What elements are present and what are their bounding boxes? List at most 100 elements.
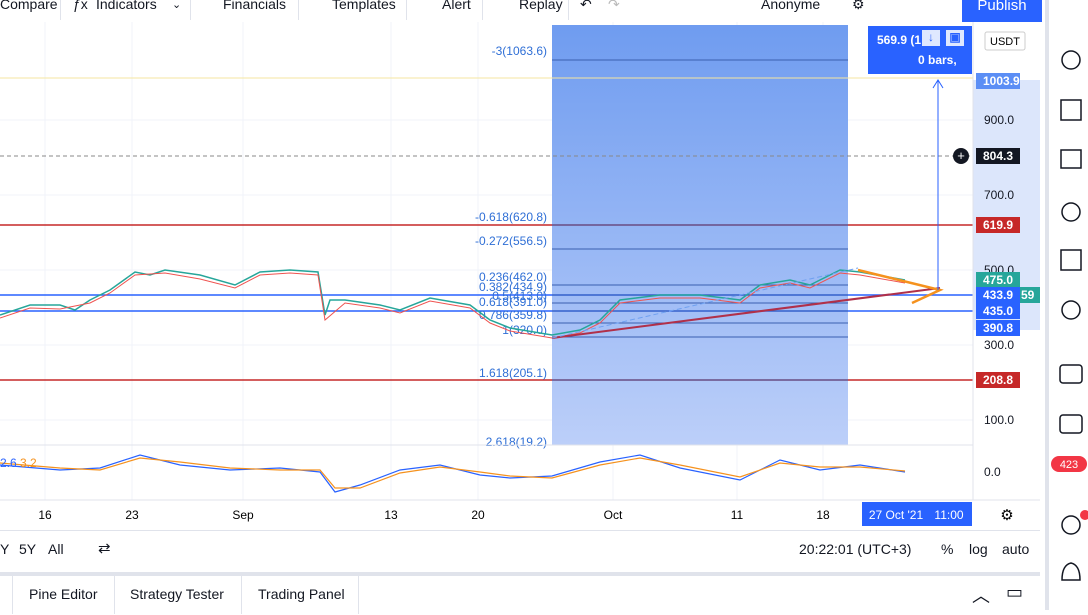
fib-label: 0.5(413.0) [492, 289, 547, 303]
price-tag [976, 217, 1020, 233]
fib-label: -0.272(556.5) [475, 234, 547, 248]
date-range-shade [552, 25, 848, 445]
badge [1051, 456, 1087, 472]
publish-button[interactable]: Publish [962, 0, 1042, 22]
calendar-icon[interactable] [1060, 249, 1082, 271]
toolbar: Compare ƒx Indicators ⌄ Financials Templ… [0, 0, 1045, 23]
time-label: 13 [384, 508, 398, 522]
redo-button[interactable]: ↷ [608, 0, 620, 12]
cursor-date: 27 Oct '21 [869, 508, 924, 522]
price-series [0, 269, 906, 336]
ideas-icon[interactable] [1061, 300, 1081, 320]
measure-text: 569.9 (1 [877, 33, 922, 47]
chat-icon[interactable] [1059, 364, 1083, 384]
replay-button[interactable]: Replay [519, 0, 563, 12]
price-label: 300.0 [984, 338, 1014, 352]
alert-button[interactable]: Alert [442, 0, 471, 12]
measure-tooltip: 569.9 (1 0 bars, ↓ ▣ [868, 26, 972, 74]
time-labels: 16 23 Sep 13 20 Oct 11 18 [38, 508, 830, 522]
fib-label: 0.236(462.0) [479, 270, 547, 284]
price-tag [976, 320, 1020, 336]
price-tag-label: 1003.9 [983, 74, 1020, 88]
live-dot [1080, 510, 1088, 520]
tab[interactable]: Strategy Tester [130, 586, 224, 602]
time-label: 23 [125, 508, 139, 522]
fib-label: 2.618(19.2) [486, 435, 547, 449]
layout-name[interactable]: Anonyme [761, 0, 821, 12]
price-tag-label: 619.9 [983, 218, 1013, 232]
financials-button[interactable]: Financials [223, 0, 287, 12]
date-range-button[interactable]: ⇄ [98, 540, 111, 557]
price-label: 0.0 [984, 465, 1001, 479]
collapse-button[interactable]: ︿ [972, 586, 990, 606]
time-label: 18 [816, 508, 830, 522]
time-cursor [862, 502, 972, 526]
watchlist-icon[interactable] [1060, 149, 1082, 169]
templates-button[interactable]: Templates [332, 0, 396, 12]
price-tag-label: 433.9 [983, 288, 1013, 302]
price-tag-label: 435.0 [983, 304, 1013, 318]
clock: 20:22:01 (UTC+3) [799, 541, 912, 557]
log-toggle[interactable]: log [969, 541, 988, 557]
separator [114, 576, 115, 614]
price-series-shadow [0, 272, 906, 339]
alarm-icon[interactable] [1061, 50, 1081, 70]
range-button[interactable]: Y [0, 541, 10, 557]
separator [358, 576, 359, 614]
price-tag-label: 59 [1021, 288, 1035, 302]
stream-icon[interactable] [1061, 515, 1081, 535]
settings-button[interactable]: ⚙ [852, 0, 865, 12]
messages-icon[interactable] [1059, 414, 1083, 434]
price-label: 700.0 [984, 188, 1014, 202]
price-tag [976, 148, 1020, 164]
price-label: 900.0 [984, 113, 1014, 127]
hotlist-icon[interactable] [1061, 202, 1081, 222]
indicators-button[interactable]: Indicators [96, 0, 157, 12]
fib-label: 0.786(359.8) [479, 308, 547, 322]
news-icon[interactable] [1060, 99, 1082, 121]
fib-label: -3(1063.6) [492, 44, 547, 58]
tab[interactable]: Trading Panel [258, 586, 345, 602]
price-tag [976, 303, 1020, 319]
price-tag [976, 287, 1020, 303]
range-button[interactable]: All [48, 541, 64, 557]
indicator-value: 3.2 [20, 456, 37, 470]
signal-line [0, 457, 906, 489]
price-tag [1020, 287, 1040, 303]
badge-count: 423 [1060, 459, 1078, 471]
separator [482, 0, 483, 20]
time-label: Sep [232, 508, 254, 522]
separator [568, 0, 569, 20]
add-alert-button[interactable] [953, 148, 969, 164]
percent-toggle[interactable]: % [941, 541, 954, 557]
range-button[interactable]: 5Y [19, 541, 37, 557]
price-tag-label: 390.8 [983, 321, 1013, 335]
price-tag [976, 73, 1020, 89]
currency-box[interactable] [984, 31, 1026, 51]
dropdown-arrow[interactable]: ⌄ [172, 0, 182, 11]
maximize-button[interactable]: ▭ [1006, 582, 1024, 602]
axis-settings[interactable]: ⚙ [1000, 507, 1013, 524]
fib-label: -0.618(620.8) [475, 210, 547, 224]
notifications-icon[interactable] [1061, 562, 1081, 581]
arrow-drawing [857, 268, 944, 305]
download-button[interactable]: ↓ [922, 30, 940, 46]
auto-toggle[interactable]: auto [1002, 541, 1030, 557]
trend-line [551, 267, 859, 339]
tab[interactable]: Pine Editor [29, 586, 98, 602]
compare-button[interactable]: Compare [0, 0, 58, 12]
price-tag [976, 272, 1020, 288]
undo-button[interactable]: ↶ [580, 0, 592, 12]
indicators-icon: ƒx [73, 0, 88, 12]
trend-line [551, 287, 941, 339]
price-tag-label: 804.3 [983, 149, 1013, 163]
fib-label: 1.618(205.1) [479, 366, 547, 380]
currency-label: USDT [990, 36, 1020, 48]
expand-button[interactable]: ▣ [946, 30, 964, 46]
time-label: Oct [604, 508, 623, 522]
right-sidebar: 423 [1045, 0, 1088, 610]
measure-arrowhead [932, 79, 944, 89]
separator [190, 0, 191, 20]
